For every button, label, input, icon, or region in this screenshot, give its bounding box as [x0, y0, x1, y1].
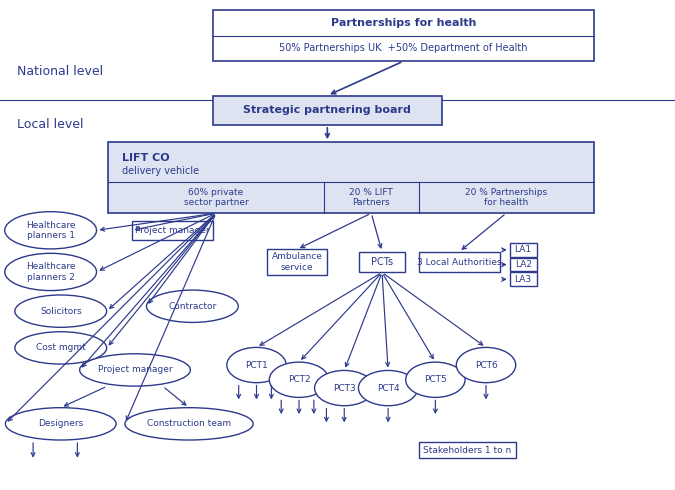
FancyBboxPatch shape: [510, 272, 537, 286]
Text: 3 Local Authorities: 3 Local Authorities: [416, 258, 502, 267]
Ellipse shape: [5, 253, 97, 291]
Ellipse shape: [456, 347, 516, 383]
FancyBboxPatch shape: [108, 142, 594, 213]
Text: Strategic partnering board: Strategic partnering board: [244, 105, 411, 115]
Text: 20 % LIFT
Partners: 20 % LIFT Partners: [350, 188, 393, 207]
Text: PCT1: PCT1: [245, 361, 268, 369]
FancyBboxPatch shape: [510, 243, 537, 257]
Text: PCT2: PCT2: [288, 375, 311, 384]
Text: PCT5: PCT5: [424, 375, 447, 384]
FancyBboxPatch shape: [267, 249, 327, 275]
Text: PCT3: PCT3: [333, 384, 356, 392]
Ellipse shape: [358, 370, 418, 406]
Text: LIFT CO: LIFT CO: [122, 153, 169, 163]
Text: Stakeholders 1 to n: Stakeholders 1 to n: [423, 446, 512, 455]
Text: Local level: Local level: [17, 119, 84, 131]
Text: LA1: LA1: [514, 245, 532, 254]
Text: PCTs: PCTs: [371, 257, 393, 267]
Ellipse shape: [269, 362, 329, 397]
Text: Designers: Designers: [38, 419, 84, 428]
Text: delivery vehicle: delivery vehicle: [122, 166, 198, 175]
Text: 60% private
sector partner: 60% private sector partner: [184, 188, 248, 207]
Text: 20 % Partnerships
for health: 20 % Partnerships for health: [465, 188, 547, 207]
Ellipse shape: [5, 212, 97, 249]
FancyBboxPatch shape: [213, 96, 442, 125]
Text: Contractor: Contractor: [168, 302, 217, 311]
FancyBboxPatch shape: [213, 10, 594, 61]
Ellipse shape: [227, 347, 286, 383]
Text: Partnerships for health: Partnerships for health: [331, 18, 476, 27]
FancyBboxPatch shape: [418, 442, 516, 458]
Text: Construction team: Construction team: [147, 419, 231, 428]
Text: Healthcare
planners 1: Healthcare planners 1: [26, 220, 76, 240]
Ellipse shape: [125, 408, 253, 440]
Ellipse shape: [146, 290, 238, 322]
Text: Project manager: Project manager: [98, 366, 172, 374]
FancyBboxPatch shape: [510, 258, 537, 271]
Text: PCT4: PCT4: [377, 384, 400, 392]
Text: LA2: LA2: [514, 260, 532, 269]
Text: Solicitors: Solicitors: [40, 307, 82, 316]
FancyBboxPatch shape: [359, 252, 405, 272]
Text: National level: National level: [17, 65, 103, 77]
Text: Cost mgmt: Cost mgmt: [36, 343, 86, 352]
Ellipse shape: [5, 408, 116, 440]
Text: Project manager: Project manager: [135, 226, 209, 235]
Ellipse shape: [315, 370, 374, 406]
Text: PCT6: PCT6: [475, 361, 497, 369]
FancyBboxPatch shape: [418, 252, 500, 272]
Ellipse shape: [406, 362, 465, 397]
Text: 50% Partnerships UK  +50% Department of Health: 50% Partnerships UK +50% Department of H…: [279, 44, 528, 53]
Ellipse shape: [15, 332, 107, 364]
Ellipse shape: [80, 354, 190, 386]
Text: Ambulance
service: Ambulance service: [271, 252, 323, 272]
FancyBboxPatch shape: [132, 221, 213, 240]
Text: LA3: LA3: [514, 275, 532, 284]
Ellipse shape: [15, 295, 107, 327]
Text: Healthcare
planners 2: Healthcare planners 2: [26, 262, 76, 282]
